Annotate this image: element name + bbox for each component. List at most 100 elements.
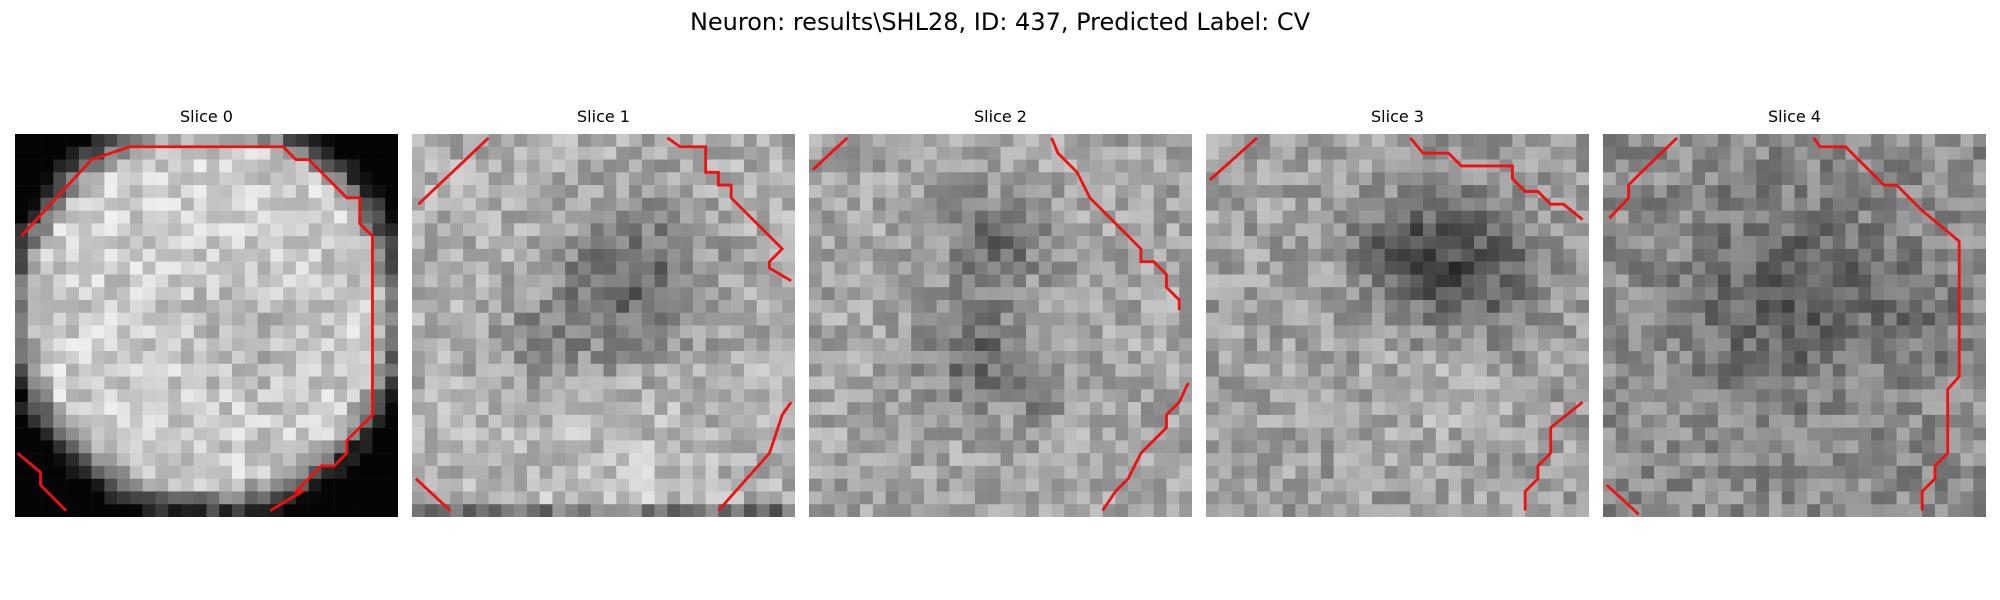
pixel — [155, 325, 169, 339]
pixel — [78, 427, 92, 441]
pixel — [463, 210, 477, 224]
pixel — [129, 440, 143, 454]
pixel — [756, 210, 770, 224]
pixel — [1781, 185, 1795, 199]
pixel — [1051, 236, 1065, 250]
pixel — [1244, 159, 1258, 173]
pixel — [1603, 465, 1617, 479]
pixel — [1717, 172, 1731, 186]
pixel — [539, 414, 553, 428]
pixel — [514, 159, 528, 173]
pixel — [142, 504, 156, 517]
pixel — [1576, 338, 1589, 352]
pixel — [180, 210, 194, 224]
pixel — [1089, 210, 1103, 224]
pixel — [923, 414, 937, 428]
pixel — [1717, 236, 1731, 250]
pixel — [590, 465, 604, 479]
pixel — [488, 453, 502, 467]
pixel — [1461, 146, 1475, 160]
pixel — [1858, 478, 1872, 492]
pixel — [565, 414, 579, 428]
pixel — [1756, 248, 1770, 262]
pixel — [232, 491, 246, 505]
pixel — [860, 185, 874, 199]
pixel — [526, 134, 540, 148]
pixel — [1641, 491, 1655, 505]
pixel — [1257, 172, 1271, 186]
pixel — [667, 185, 681, 199]
pixel — [475, 299, 489, 313]
pixel — [705, 389, 719, 403]
pixel — [219, 299, 233, 313]
pixel — [641, 236, 655, 250]
pixel — [552, 491, 566, 505]
pixel — [1244, 478, 1258, 492]
pixel — [1346, 402, 1360, 416]
pixel — [1218, 299, 1232, 313]
pixel — [565, 210, 579, 224]
pixel — [1960, 351, 1974, 365]
pixel — [450, 185, 464, 199]
pixel — [117, 210, 131, 224]
pixel — [1435, 223, 1449, 237]
pixel — [206, 478, 220, 492]
pixel — [91, 414, 105, 428]
pixel — [1371, 134, 1385, 148]
pixel — [1628, 414, 1642, 428]
pixel — [667, 223, 681, 237]
pixel — [1038, 465, 1052, 479]
pixel — [1871, 465, 1885, 479]
pixel — [641, 414, 655, 428]
pixel — [705, 376, 719, 390]
pixel — [514, 351, 528, 365]
pixel — [168, 478, 182, 492]
pixel — [1269, 414, 1283, 428]
pixel — [1102, 134, 1116, 148]
pixel — [1397, 299, 1411, 313]
pixel — [1077, 299, 1091, 313]
pixel — [155, 185, 169, 199]
pixel — [1448, 287, 1462, 301]
pixel — [1102, 389, 1116, 403]
pixel — [885, 491, 899, 505]
pixel — [1871, 248, 1885, 262]
pixel — [270, 274, 284, 288]
pixel — [885, 402, 899, 416]
pixel — [1832, 261, 1846, 275]
pixel — [40, 465, 54, 479]
pixel — [616, 427, 630, 441]
pixel — [1218, 389, 1232, 403]
pixel — [847, 134, 861, 148]
pixel — [1960, 210, 1974, 224]
pixel — [142, 491, 156, 505]
pixel — [1333, 248, 1347, 262]
pixel — [1871, 325, 1885, 339]
pixel — [718, 210, 732, 224]
pixel — [1153, 312, 1167, 326]
pixel — [1871, 299, 1885, 313]
pixel — [27, 351, 41, 365]
pixel — [78, 453, 92, 467]
pixel — [91, 261, 105, 275]
pixel — [1128, 351, 1142, 365]
pixel — [1026, 223, 1040, 237]
pixel — [1244, 363, 1258, 377]
pixel — [142, 287, 156, 301]
pixel — [346, 504, 360, 517]
pixel — [1115, 504, 1129, 517]
pixel — [1308, 299, 1322, 313]
pixel — [1423, 465, 1437, 479]
pixel — [809, 134, 823, 148]
pixel — [1537, 159, 1551, 173]
pixel — [1115, 248, 1129, 262]
pixel — [731, 338, 745, 352]
pixel — [923, 351, 937, 365]
pixel — [1525, 248, 1539, 262]
slice-image-1 — [412, 134, 795, 517]
pixel — [1282, 274, 1296, 288]
pixel — [962, 414, 976, 428]
pixel — [283, 185, 297, 199]
pixel — [1794, 223, 1808, 237]
pixel — [346, 363, 360, 377]
